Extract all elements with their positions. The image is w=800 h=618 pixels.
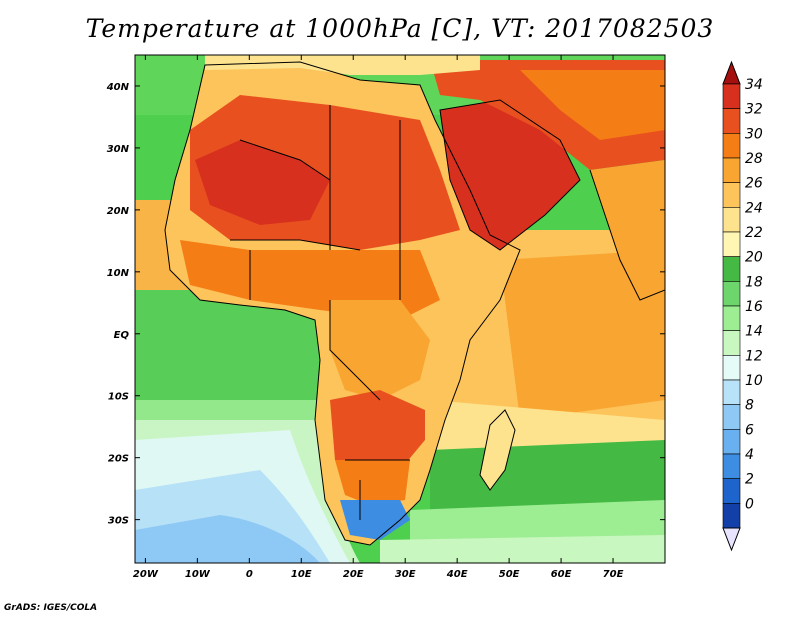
africa-cape-cool [340, 500, 410, 540]
colorbar-segment [722, 379, 741, 405]
colorbar-label: 16 [745, 299, 763, 315]
madagascar-coastline [479, 409, 516, 491]
india-land [590, 160, 665, 300]
iran-warm [520, 70, 665, 140]
colorbar-top-arrow [722, 60, 741, 85]
colorbar-label: 32 [745, 102, 763, 118]
colorbar-bottom-arrow [722, 527, 741, 552]
colorbar-label: 8 [745, 398, 754, 414]
colorbar-label: 24 [745, 200, 763, 216]
coastlines [164, 61, 665, 546]
lon-tick-label: 10E [291, 569, 312, 580]
colorbar-label: 28 [745, 151, 763, 167]
colorbar-segment [722, 256, 741, 282]
colorbar-label: 22 [745, 225, 763, 241]
arabia-hot [440, 100, 580, 250]
colorbar-segment [722, 453, 741, 479]
colorbar-label: 4 [745, 447, 754, 463]
lon-tick-label: 40E [446, 569, 468, 580]
colorbar-segment [722, 305, 741, 331]
colorbar-label: 6 [745, 422, 754, 438]
africa-sahara-core [195, 140, 330, 225]
lon-tick-label: 20W [133, 569, 159, 580]
colorbar-segment [722, 503, 741, 529]
colorbar-label: 20 [745, 250, 763, 266]
lat-tick-label: 10N [107, 268, 130, 279]
lon-tick-label: 60E [551, 569, 572, 580]
lat-tick-label: 10S [108, 392, 129, 403]
colorbar-segment [722, 478, 741, 504]
sa-cool-5 [135, 515, 320, 563]
europe-cool [205, 55, 480, 75]
colorbar-segment [722, 404, 741, 430]
colorbar-label: 26 [745, 176, 763, 192]
lon-tick-label: 70E [603, 569, 624, 580]
colorbar-label: 10 [745, 373, 763, 389]
plot-title: Temperature at 1000hPa [C], VT: 20170825… [85, 14, 715, 43]
colorbar-segment [722, 355, 741, 381]
colorbar-segment [722, 281, 741, 307]
colorbar-segment [722, 207, 741, 233]
lon-tick-label: 0 [246, 569, 253, 580]
india-coastline [589, 169, 665, 301]
colorbar-label: 18 [745, 274, 763, 290]
lat-tick-label: 20N [107, 206, 130, 217]
indian-ocean-cold [380, 535, 665, 563]
lat-tick-label: 40N [106, 82, 130, 93]
temperature-field [135, 55, 665, 563]
colorbar-segment [722, 182, 741, 208]
lat-tick-label: 20S [108, 454, 129, 465]
colorbar-label: 2 [745, 472, 754, 488]
arabia-coastline [439, 99, 581, 251]
lat-tick-label: EQ [114, 330, 130, 341]
colorbar-segment [722, 429, 741, 455]
colorbar-segment [722, 83, 741, 109]
lon-tick-label: 50E [499, 569, 520, 580]
africa-south-warm [335, 460, 410, 505]
colorbar-segment [722, 231, 741, 257]
colorbar-label: 34 [745, 77, 763, 93]
credit-text: GrADS: IGES/COLA [4, 603, 98, 613]
madagascar-land [480, 410, 515, 490]
lat-tick-label: 30S [108, 516, 129, 527]
colorbar-label: 30 [745, 126, 763, 142]
colorbar-segment [722, 157, 741, 183]
colorbar-label: 12 [745, 348, 763, 364]
lon-tick-label: 10W [185, 569, 211, 580]
lon-tick-label: 30E [395, 569, 416, 580]
plot-frame [134, 54, 666, 564]
colorbar-label: 14 [745, 324, 763, 340]
colorbar-segment [722, 133, 741, 159]
lat-tick-label: 30N [107, 144, 130, 155]
axis-ticks: 40N 30N 20N 10N EQ 10S 20S 30S 20W 10W 0 10E 20E 30E 4… [106, 55, 665, 580]
colorbar-segment [722, 108, 741, 134]
arabian-sea-warm [500, 250, 665, 420]
country-borders [230, 105, 410, 520]
lon-tick-label: 20E [343, 569, 364, 580]
africa-coastline [164, 61, 521, 546]
africa-south-hot [330, 390, 425, 480]
colorbar-label: 0 [745, 496, 754, 512]
colorbar-segment [722, 330, 741, 356]
